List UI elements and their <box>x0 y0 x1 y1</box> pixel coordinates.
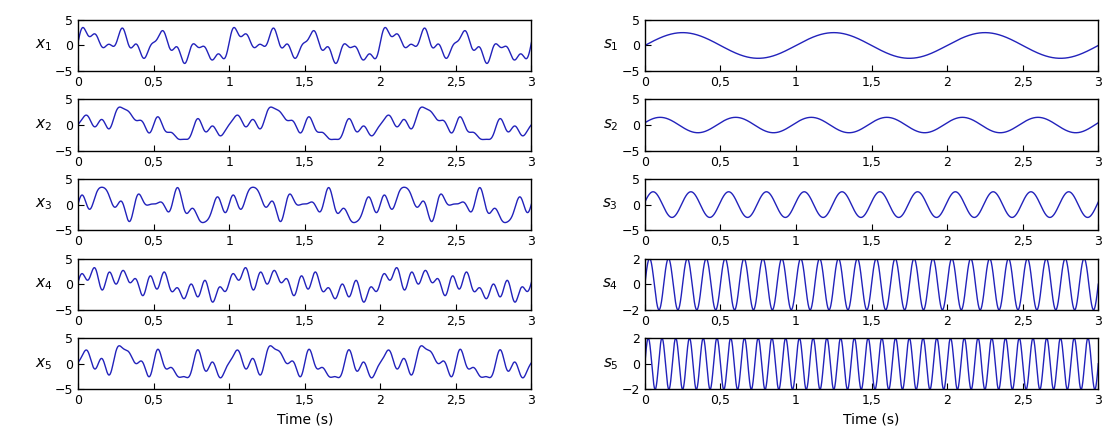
Y-axis label: $x_{2}$: $x_{2}$ <box>35 117 52 133</box>
Y-axis label: $x_{1}$: $x_{1}$ <box>35 37 52 53</box>
X-axis label: Time (s): Time (s) <box>277 413 333 427</box>
Y-axis label: $s_{3}$: $s_{3}$ <box>602 197 619 213</box>
X-axis label: Time (s): Time (s) <box>843 413 900 427</box>
Y-axis label: $s_{1}$: $s_{1}$ <box>602 37 618 53</box>
Y-axis label: $s_{4}$: $s_{4}$ <box>602 276 619 292</box>
Y-axis label: $x_{5}$: $x_{5}$ <box>35 356 52 372</box>
Y-axis label: $s_{2}$: $s_{2}$ <box>602 117 618 133</box>
Y-axis label: $x_{4}$: $x_{4}$ <box>35 276 52 292</box>
Y-axis label: $x_{3}$: $x_{3}$ <box>35 197 52 213</box>
Y-axis label: $s_{5}$: $s_{5}$ <box>602 356 619 372</box>
